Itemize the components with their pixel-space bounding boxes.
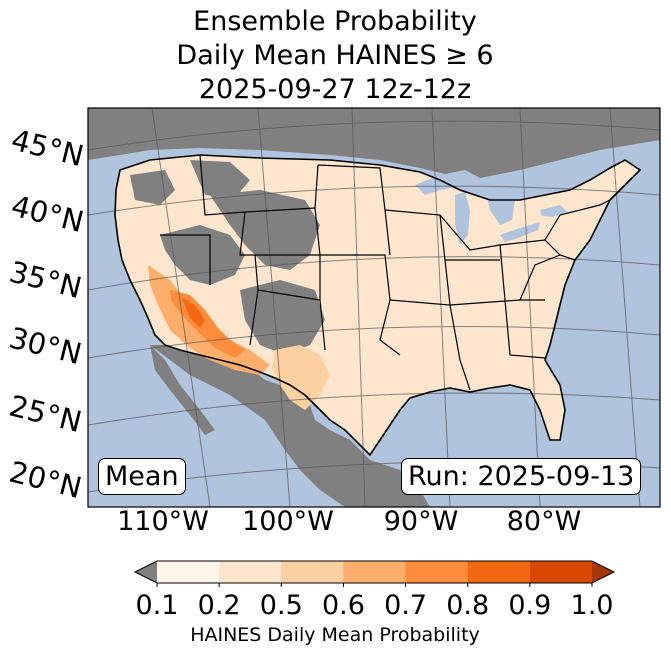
map-frame [87, 107, 661, 508]
nodata-rockies [190, 160, 250, 198]
lon-label-110: 110°W [117, 506, 209, 537]
nodata-west-3 [240, 280, 325, 355]
colorbar-tick-label: 0.6 [321, 590, 365, 621]
colorbar-segment [405, 561, 469, 583]
us-outline [114, 154, 642, 457]
lake-superior [415, 170, 480, 195]
prob-0.5-area [272, 345, 330, 410]
title-line-1: Ensemble Probability [193, 6, 477, 37]
lake-ontario [540, 205, 568, 217]
colorbar-tick-label: 0.9 [508, 590, 552, 621]
nodata-northwest [130, 170, 175, 205]
baja-land [150, 345, 215, 435]
stat-label-box: Mean [98, 458, 186, 495]
colorbar-segment [157, 561, 220, 583]
colorbar-tick-label: 0.1 [135, 590, 179, 621]
title-line-2: Daily Mean HAINES ≥ 6 [176, 40, 494, 71]
colorbar-tick-label: 0.2 [197, 590, 241, 621]
colorbar-segment [343, 561, 407, 583]
colorbar-over-extension [592, 561, 614, 583]
colorbar-segment [529, 561, 593, 583]
lon-label-80: 80°W [506, 506, 582, 537]
colorbar-segment [467, 561, 531, 583]
colorbar-segment [281, 561, 344, 583]
colorbar-tick-label: 0.5 [259, 590, 303, 621]
lake-michigan [455, 192, 470, 245]
lake-erie [500, 222, 540, 242]
lake-huron [485, 188, 515, 225]
run-label-box: Run: 2025-09-13 [401, 458, 642, 495]
canada-land [88, 108, 660, 180]
state-borders [160, 154, 611, 391]
colorbar-label: HAINES Daily Mean Probability [190, 624, 480, 646]
nodata-west-2 [210, 190, 320, 270]
title-line-3: 2025-09-27 12z-12z [198, 74, 472, 105]
colorbar-tick-label: 0.7 [384, 590, 428, 621]
colorbar-tick-label: 0.8 [446, 590, 490, 621]
lon-label-90: 90°W [383, 506, 459, 537]
colorbar-under-extension [135, 561, 157, 583]
colorbar-tick-label: 1.0 [570, 590, 614, 621]
colorbar-segment [219, 561, 282, 583]
lon-label-100: 100°W [242, 506, 334, 537]
prob-0.8-area [182, 298, 205, 328]
mexico-land [150, 345, 430, 507]
